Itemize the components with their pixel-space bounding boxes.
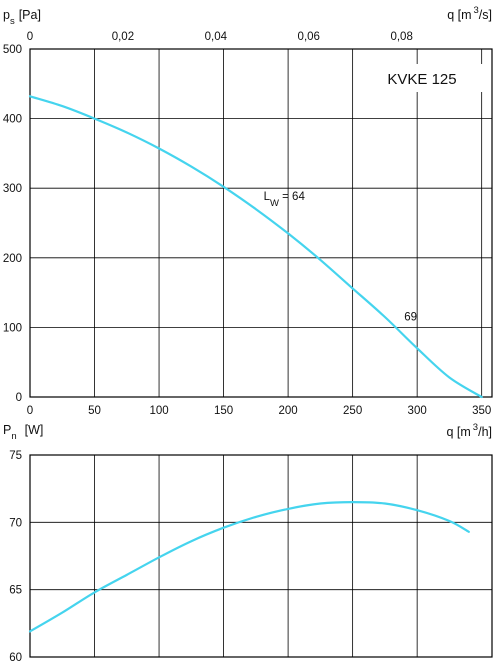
pressure-y-tick-labels: 0 100 200 300 400 500 bbox=[3, 44, 22, 404]
power-y-tick-label-3: 75 bbox=[9, 450, 22, 462]
pressure-x-tick-label-1: 50 bbox=[88, 405, 101, 417]
power-y-tick-label-1: 65 bbox=[9, 585, 22, 597]
pressure-annotation-1: 69 bbox=[404, 311, 417, 323]
pressure-x-tick-label-6: 300 bbox=[408, 405, 427, 417]
pressure-x-tick-label-2: 100 bbox=[149, 405, 168, 417]
pressure-x-tick-labels: 0 50 100 150 200 250 300 350 bbox=[27, 405, 491, 417]
pressure-y-axis-label: ps [Pa] bbox=[3, 8, 41, 27]
power-y-axis-label: Pn [W] bbox=[3, 423, 43, 442]
pressure-curve bbox=[28, 95, 483, 399]
pressure-y-tick-label-4: 400 bbox=[3, 114, 22, 126]
pressure-x-tick-label-4: 200 bbox=[279, 405, 298, 417]
top-x-tick-label-3: 0,06 bbox=[298, 31, 320, 43]
top-x-tick-label-0: 0 bbox=[27, 31, 33, 43]
pressure-grid bbox=[30, 49, 492, 397]
pressure-x-tick-label-3: 150 bbox=[214, 405, 233, 417]
pressure-x-tick-label-7: 350 bbox=[472, 405, 491, 417]
power-y-tick-label-0: 60 bbox=[9, 652, 22, 664]
power-chart: 60 65 70 75 Pn [W] bbox=[3, 423, 493, 664]
pressure-y-tick-label-3: 300 bbox=[3, 183, 22, 195]
pressure-annotation-0: LW = 64 bbox=[264, 191, 306, 209]
pressure-y-tick-label-5: 500 bbox=[3, 44, 22, 56]
pressure-chart: 0 50 100 150 200 250 300 350 0 0,02 0,04 0,06 0,08 … bbox=[3, 5, 493, 439]
pressure-x-tick-label-5: 250 bbox=[343, 405, 362, 417]
pressure-annotations: LW = 64 69 bbox=[264, 191, 417, 323]
power-curve bbox=[28, 501, 470, 633]
top-x-tick-label-1: 0,02 bbox=[112, 31, 134, 43]
top-x-axis-unit-label: q [m 3/s] bbox=[447, 5, 492, 22]
top-x-tick-label-2: 0,04 bbox=[205, 31, 228, 43]
power-y-tick-labels: 60 65 70 75 bbox=[9, 450, 22, 664]
bottom-x-axis-unit-label: q [m 3/h] bbox=[446, 422, 492, 439]
pressure-y-tick-label-2: 200 bbox=[3, 253, 22, 265]
pressure-y-tick-label-0: 0 bbox=[16, 392, 22, 404]
pressure-top-x-tick-labels: 0 0,02 0,04 0,06 0,08 bbox=[27, 31, 413, 43]
power-plot-frame bbox=[29, 454, 493, 658]
pressure-plot-frame bbox=[29, 48, 493, 398]
pressure-y-tick-label-1: 100 bbox=[3, 322, 22, 334]
power-y-tick-label-2: 70 bbox=[9, 517, 22, 529]
pressure-x-tick-label-0: 0 bbox=[27, 405, 33, 417]
power-grid bbox=[30, 455, 492, 657]
chart-title: KVKE 125 bbox=[387, 71, 456, 88]
top-x-tick-label-4: 0,08 bbox=[390, 31, 412, 43]
chart-title-box bbox=[359, 64, 485, 92]
